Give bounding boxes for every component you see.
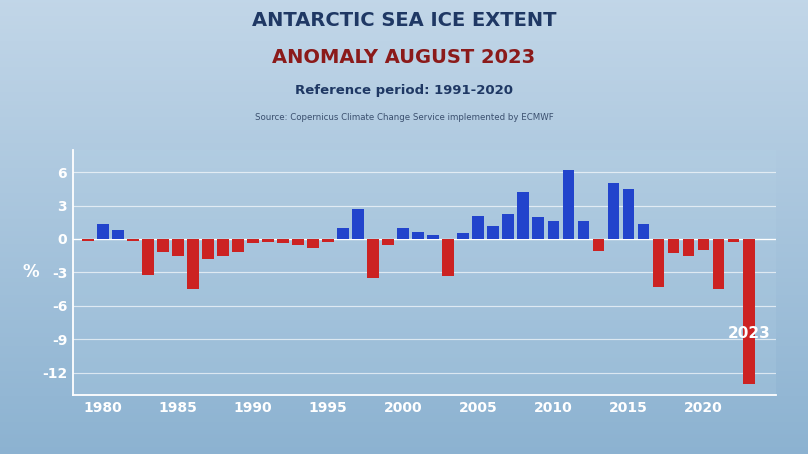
Bar	[217, 239, 229, 256]
Bar	[638, 224, 650, 239]
Bar	[352, 209, 364, 239]
Bar	[187, 239, 199, 289]
Bar	[172, 239, 183, 256]
Bar	[82, 239, 94, 241]
Bar	[532, 217, 545, 239]
Text: ANOMALY AUGUST 2023: ANOMALY AUGUST 2023	[272, 48, 536, 67]
Text: Source: Copernicus Climate Change Service implemented by ECMWF: Source: Copernicus Climate Change Servic…	[255, 114, 553, 123]
Bar	[337, 228, 349, 239]
Bar	[517, 192, 529, 239]
Bar	[112, 230, 124, 239]
Bar	[262, 239, 274, 242]
Bar	[157, 239, 169, 252]
Text: ANTARCTIC SEA ICE EXTENT: ANTARCTIC SEA ICE EXTENT	[252, 11, 556, 30]
Bar	[503, 214, 514, 239]
Bar	[548, 221, 559, 239]
Text: Reference period: 1991-2020: Reference period: 1991-2020	[295, 84, 513, 97]
Bar	[427, 235, 439, 239]
Bar	[247, 239, 259, 243]
Bar	[623, 189, 634, 239]
Bar	[698, 239, 709, 250]
Bar	[728, 239, 739, 242]
Bar	[592, 239, 604, 251]
Bar	[127, 239, 139, 241]
Bar	[232, 239, 244, 252]
Bar	[382, 239, 394, 245]
Bar	[322, 239, 334, 242]
Bar	[307, 239, 319, 248]
Bar	[412, 232, 424, 239]
Bar	[97, 224, 108, 239]
Bar	[473, 216, 484, 239]
Bar	[292, 239, 304, 245]
Bar	[578, 221, 589, 239]
Bar	[368, 239, 379, 278]
Bar	[653, 239, 664, 287]
Bar	[608, 183, 619, 239]
Bar	[202, 239, 214, 259]
Bar	[562, 170, 574, 239]
Text: 2023: 2023	[727, 326, 770, 341]
Bar	[487, 226, 499, 239]
Bar	[142, 239, 154, 275]
Bar	[713, 239, 725, 289]
Bar	[398, 228, 409, 239]
Bar	[743, 239, 755, 384]
Bar	[277, 239, 289, 243]
Bar	[667, 239, 680, 253]
Bar	[442, 239, 454, 276]
Y-axis label: %: %	[23, 263, 39, 281]
Bar	[457, 233, 469, 239]
Bar	[683, 239, 694, 256]
